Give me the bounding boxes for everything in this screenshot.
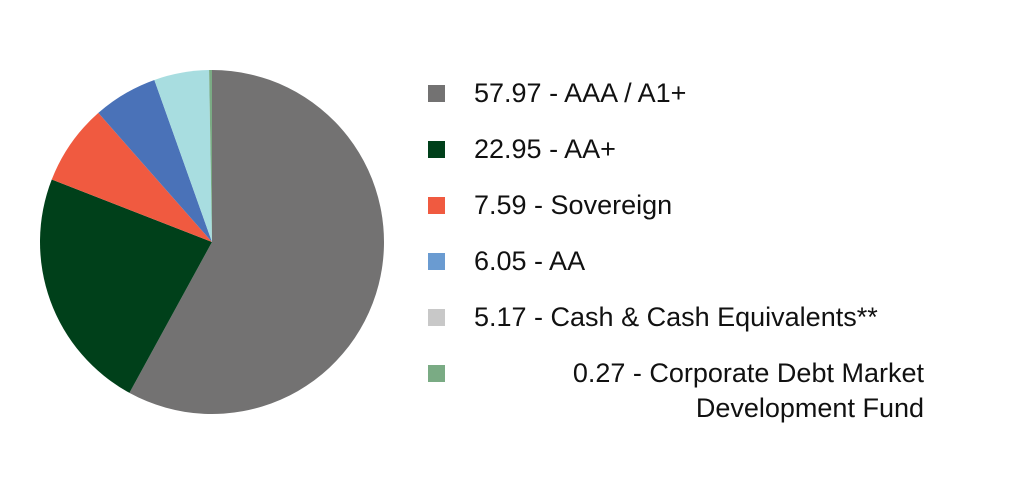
- legend-swatch: [428, 253, 445, 270]
- legend-swatch: [428, 141, 445, 158]
- legend-swatch: [428, 85, 445, 102]
- legend-label: 5.17 - Cash & Cash Equivalents**: [474, 302, 878, 332]
- legend-label: 57.97 - AAA / A1+: [474, 78, 687, 108]
- pie-slice: [129, 70, 384, 414]
- pie-slice: [51, 112, 212, 242]
- legend-swatch: [428, 197, 445, 214]
- pie-slice: [154, 70, 212, 242]
- legend-swatch: [428, 309, 445, 326]
- legend-label: 0.27 - Corporate Debt Market Development…: [572, 358, 924, 423]
- legend-swatch: [428, 365, 445, 382]
- legend-label: 6.05 - AA: [474, 246, 586, 276]
- legend-label: 22.95 - AA+: [474, 134, 616, 164]
- pie-slice: [209, 70, 212, 242]
- pie-slice: [39, 179, 212, 393]
- pie-slice: [98, 79, 212, 242]
- legend-label: 7.59 - Sovereign: [474, 190, 673, 220]
